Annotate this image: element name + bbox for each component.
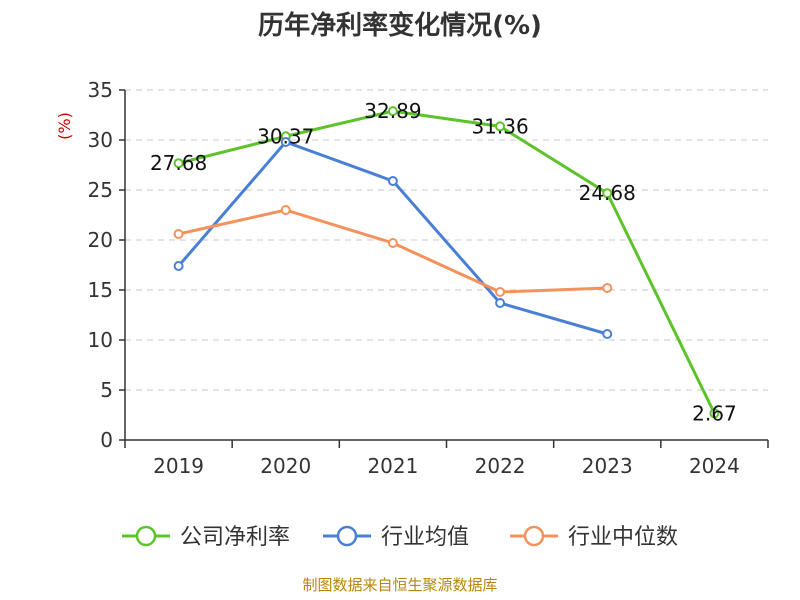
data-label-2019: 27.68 [150,151,207,175]
x-tick-label-2019: 2019 [153,454,204,478]
x-tick-label-2023: 2023 [582,454,633,478]
x-tick-label-2021: 2021 [367,454,418,478]
legend-label: 行业均值 [381,525,469,550]
data-point-0-2019[interactable] [173,158,184,169]
y-axis-label: (%) [55,112,74,140]
legend-label: 行业中位数 [568,525,678,550]
x-tick-label-2020: 2020 [260,454,311,478]
legend-circle-icon [336,525,358,547]
data-point-0-2024[interactable] [709,408,720,419]
series-line-0 [178,109,716,414]
legend-item-2[interactable]: 行业中位数 [510,525,678,550]
axis-layer: 0 5 10 15 20 25 30 35 2019 2020 2021 2022 2023 2024 [88,78,769,478]
legend-circle-icon [523,525,545,547]
legend-item-0[interactable]: 公司净利率 [122,525,290,550]
y-tick-label: 15 [88,278,113,302]
data-point-1-2022[interactable] [495,298,506,308]
data-point-1-2019[interactable] [173,261,184,271]
y-tick-label: 0 [100,428,113,452]
data-point-1-2021[interactable] [387,176,398,186]
series-layer [173,106,720,419]
data-label-2022: 31.36 [471,114,528,138]
legend-label: 公司净利率 [180,525,290,550]
data-source-note: 制图数据来自恒生聚源数据库 [302,576,497,594]
data-point-1-2023[interactable] [602,329,613,339]
chart-title: 历年净利率变化情况(%) [258,10,542,41]
legend-item-1[interactable]: 行业均值 [323,525,469,550]
data-point-2-2022[interactable] [495,287,506,297]
data-point-0-2021[interactable] [387,106,398,117]
data-label-2024: 2.67 [692,401,737,425]
data-label-layer: 27.68 30.37 32.89 31.36 24.68 2.67 [150,99,737,425]
x-tick-label-2022: 2022 [475,454,526,478]
legend-circle-icon [135,525,157,547]
data-point-1-2020[interactable] [280,137,291,147]
data-point-2-2019[interactable] [173,229,184,239]
x-tick-label-2024: 2024 [689,454,740,478]
y-tick-label: 20 [88,228,113,252]
y-tick-label: 5 [100,378,113,402]
data-label-2020: 30.37 [257,124,314,148]
y-tick-label: 35 [88,78,113,102]
data-point-0-2023[interactable] [602,188,613,199]
data-point-2-2021[interactable] [387,238,398,248]
y-tick-label: 25 [88,178,113,202]
data-point-2-2023[interactable] [602,283,613,293]
data-point-2-2020[interactable] [280,205,291,215]
data-label-2023: 24.68 [579,181,636,205]
data-label-2021: 32.89 [364,99,421,123]
series-line-2 [178,208,608,294]
legend[interactable]: 公司净利率 行业均值 行业中位数 [122,525,678,550]
data-point-0-2022[interactable] [495,121,506,132]
y-tick-label: 30 [88,128,113,152]
y-tick-label: 10 [88,328,113,352]
